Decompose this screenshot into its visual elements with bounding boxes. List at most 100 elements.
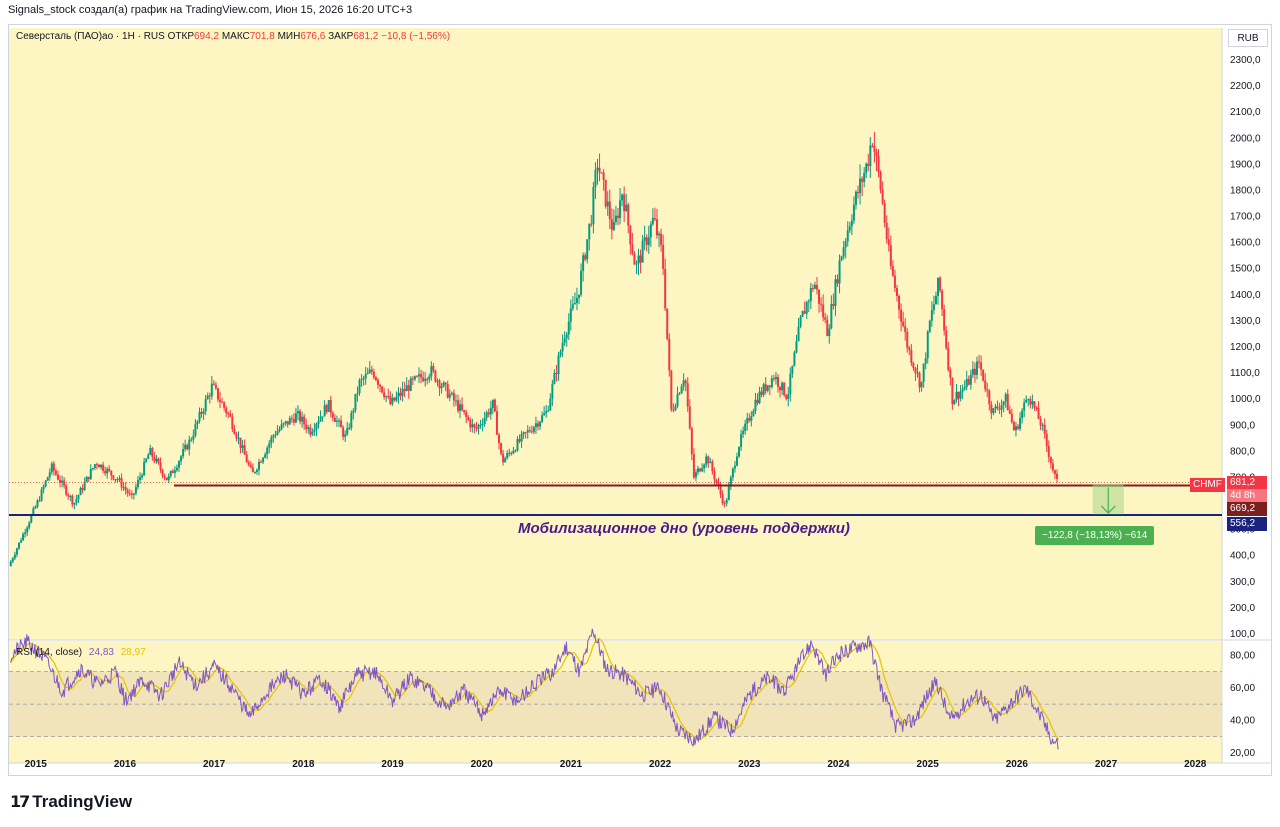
candle-body [510, 452, 513, 454]
legend-low-value: 676,6 [300, 31, 326, 42]
rsi-tick-label: 40,00 [1230, 715, 1255, 726]
candle-body [779, 386, 782, 391]
candle-body [153, 456, 156, 462]
candle-body [672, 409, 675, 411]
candle-body [329, 400, 332, 413]
candle-body [506, 453, 509, 459]
candle-body [274, 434, 277, 436]
candle-body [980, 362, 983, 370]
candle-body [65, 485, 68, 495]
candle-body [120, 478, 123, 488]
candle-body [733, 465, 736, 469]
candle-body [578, 294, 581, 298]
candle-body [801, 311, 804, 317]
candle-body [1019, 417, 1022, 429]
candle-body [616, 215, 619, 219]
candle-body [22, 533, 25, 541]
candle-body [625, 204, 628, 211]
currency-button[interactable]: RUB [1228, 29, 1268, 47]
candle-body [362, 378, 365, 380]
candle-body [914, 367, 917, 373]
candle-body [196, 421, 199, 425]
candle-body [358, 380, 361, 394]
candle-body [61, 480, 64, 483]
candle-body [967, 379, 970, 385]
candle-body [729, 477, 732, 487]
candle-body [383, 392, 386, 398]
candle-body [680, 386, 683, 394]
tradingview-logo[interactable]: ⁠𝟭𝟳 TradingView [10, 792, 132, 812]
candle-body [85, 476, 88, 483]
candle-body [534, 423, 537, 428]
candle-body [34, 506, 37, 509]
candle-body [1039, 418, 1042, 426]
rsi-legend: RSI (14, close) 24,83 28,97 [16, 647, 146, 658]
candle-body [52, 463, 55, 471]
candle-body [1033, 401, 1036, 408]
legend-open-label: ОТКР [167, 31, 194, 42]
candle-body [512, 450, 515, 454]
symbol-legend: Северсталь (ПАО)ао · 1Н · RUS ОТКР694,2 … [16, 31, 450, 42]
candle-body [465, 412, 468, 417]
candle-body [15, 548, 18, 555]
candle-body [937, 277, 940, 296]
candle-body [619, 200, 622, 219]
price-tick-label: 1700,0 [1230, 212, 1261, 223]
candle-body [912, 363, 915, 368]
candle-body [768, 385, 771, 388]
candle-body [114, 479, 117, 481]
candle-body [71, 495, 74, 505]
candle-body [379, 384, 382, 387]
candle-body [838, 260, 841, 284]
candle-body [405, 385, 408, 392]
candle-body [75, 499, 78, 503]
candle-body [608, 201, 611, 220]
candle-body [200, 411, 203, 414]
candle-body [184, 444, 187, 450]
candle-body [116, 479, 119, 481]
candle-body [235, 434, 238, 439]
candle-body [852, 204, 855, 221]
candle-body [9, 561, 12, 567]
candle-body [777, 377, 780, 387]
candle-body [764, 384, 767, 391]
candle-body [56, 474, 59, 480]
candle-body [592, 186, 595, 225]
candle-body [738, 446, 741, 457]
candle-body [54, 470, 57, 475]
candle-body [415, 376, 418, 378]
candle-body [594, 170, 597, 187]
candle-body [108, 468, 111, 471]
candle-body [157, 458, 160, 463]
candle-body [666, 308, 669, 339]
candle-body [145, 458, 148, 462]
candle-body [715, 479, 718, 483]
candle-body [1027, 399, 1030, 401]
candle-body [651, 217, 654, 225]
candle-body [795, 341, 798, 353]
price-tick-label: 2200,0 [1230, 81, 1261, 92]
candle-body [161, 469, 164, 476]
candle-body [711, 461, 714, 472]
candle-body [701, 468, 704, 472]
candle-body [1053, 470, 1056, 474]
price-tick-label: 1500,0 [1230, 264, 1261, 275]
tradingview-logo-icon: ⁠𝟭𝟳 [10, 794, 30, 811]
candle-body [270, 437, 273, 444]
candle-body [904, 326, 907, 333]
candle-body [350, 412, 353, 428]
candle-body [832, 303, 835, 306]
candle-body [338, 420, 341, 422]
candle-body [869, 145, 872, 166]
candle-body [366, 372, 369, 375]
candle-body [368, 369, 371, 373]
candle-body [20, 540, 23, 543]
candle-body [951, 377, 954, 405]
candle-body [370, 369, 373, 372]
candle-body [87, 476, 90, 480]
measure-tool-label[interactable]: −122,8 (−18,13%) −614 [1035, 526, 1155, 545]
candle-body [139, 477, 142, 481]
candle-body [124, 487, 127, 491]
candle-body [130, 493, 133, 495]
